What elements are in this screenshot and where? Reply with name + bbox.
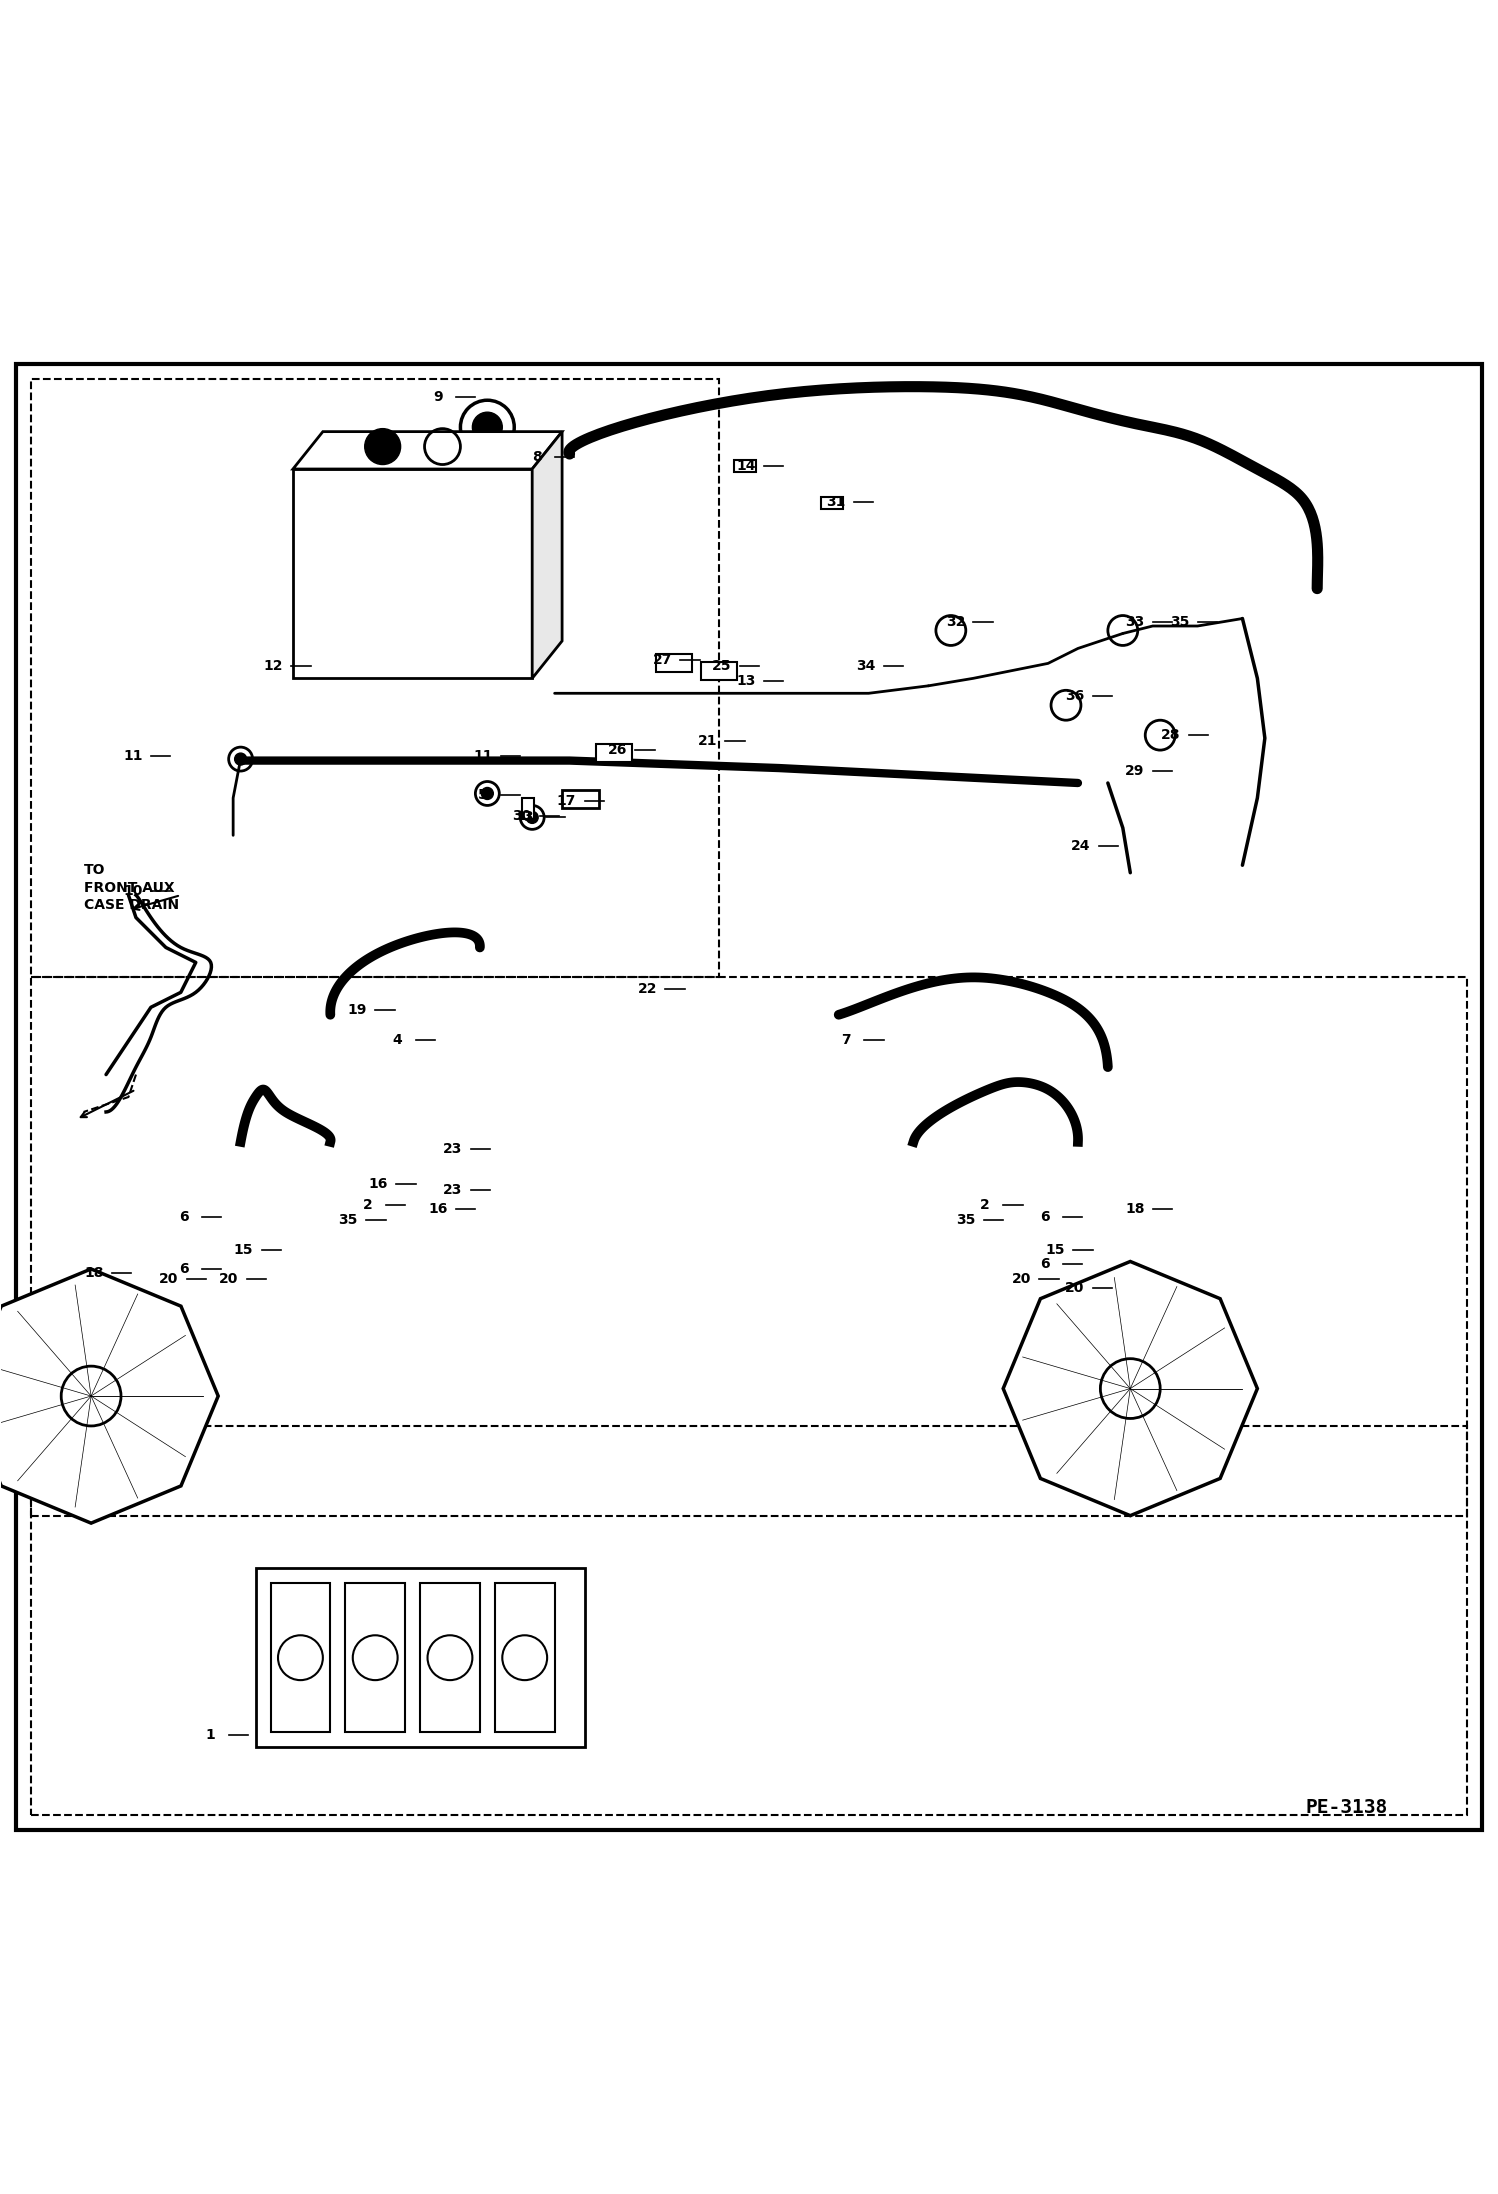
Text: 13: 13	[737, 674, 755, 689]
Text: 20: 20	[1065, 1281, 1085, 1294]
Bar	[701, 663, 737, 680]
Text: 2: 2	[980, 1198, 990, 1211]
Circle shape	[235, 753, 247, 766]
Text: 6: 6	[178, 1209, 189, 1224]
Bar	[596, 744, 632, 761]
Bar	[271, 1582, 331, 1733]
Text: 20: 20	[159, 1273, 178, 1286]
Text: TO
FRONT AUX
CASE DRAIN: TO FRONT AUX CASE DRAIN	[84, 864, 178, 913]
Text: 20: 20	[1011, 1273, 1031, 1286]
Bar	[31, 380, 719, 976]
Text: 8: 8	[532, 450, 542, 465]
Text: 20: 20	[219, 1273, 238, 1286]
Bar	[656, 654, 692, 671]
Text: 2: 2	[363, 1198, 373, 1211]
Text: 11: 11	[123, 748, 142, 764]
Bar	[31, 976, 1467, 1516]
Text: 35: 35	[956, 1213, 975, 1226]
FancyBboxPatch shape	[294, 470, 532, 678]
Bar	[494, 1582, 554, 1733]
Text: 35: 35	[339, 1213, 358, 1226]
Text: 7: 7	[842, 1033, 851, 1047]
Text: 11: 11	[473, 748, 493, 764]
Circle shape	[481, 788, 493, 799]
Text: 32: 32	[945, 614, 965, 627]
Text: 9: 9	[433, 391, 443, 404]
Text: 5: 5	[478, 788, 488, 803]
Text: 36: 36	[1065, 689, 1085, 704]
Text: 6: 6	[1040, 1209, 1050, 1224]
Bar	[31, 1426, 1467, 1814]
Circle shape	[364, 428, 400, 465]
Text: PE-3138: PE-3138	[1306, 1797, 1389, 1817]
Text: 15: 15	[234, 1242, 253, 1257]
Text: 3: 3	[523, 810, 532, 825]
Text: 4: 4	[392, 1033, 403, 1047]
Text: 6: 6	[1040, 1257, 1050, 1273]
Text: 29: 29	[1125, 764, 1144, 779]
Text: 33: 33	[1125, 614, 1144, 627]
Polygon shape	[0, 1268, 219, 1523]
Text: 27: 27	[653, 654, 673, 667]
Text: 10: 10	[123, 884, 142, 897]
Text: 18: 18	[84, 1266, 103, 1281]
Text: 26: 26	[608, 744, 628, 757]
Text: 15: 15	[1046, 1242, 1065, 1257]
Text: 18: 18	[1125, 1202, 1144, 1215]
Circle shape	[526, 812, 538, 823]
Text: 23: 23	[443, 1183, 463, 1196]
Text: 24: 24	[1071, 838, 1091, 853]
Bar	[521, 799, 533, 818]
Text: 30: 30	[512, 810, 532, 823]
Text: 23: 23	[443, 1143, 463, 1156]
Circle shape	[472, 412, 502, 443]
Text: 19: 19	[348, 1003, 367, 1018]
Text: 14: 14	[736, 459, 756, 474]
Bar	[346, 1582, 404, 1733]
Polygon shape	[294, 432, 562, 470]
Bar	[419, 1582, 479, 1733]
Text: 34: 34	[855, 660, 875, 674]
Polygon shape	[532, 432, 562, 678]
Text: 6: 6	[178, 1262, 189, 1277]
Bar	[821, 498, 843, 509]
Text: 22: 22	[638, 983, 658, 996]
Text: 28: 28	[1161, 728, 1180, 742]
Text: 16: 16	[369, 1176, 388, 1191]
Polygon shape	[1004, 1262, 1257, 1516]
Bar	[562, 790, 599, 807]
Text: 1: 1	[205, 1729, 216, 1742]
Text: 31: 31	[825, 496, 845, 509]
Text: 21: 21	[698, 735, 718, 748]
Bar	[734, 461, 756, 472]
Text: 17: 17	[557, 794, 577, 807]
Text: 16: 16	[428, 1202, 448, 1215]
Text: 35: 35	[1170, 614, 1189, 627]
Text: 25: 25	[713, 660, 733, 674]
Bar	[256, 1569, 584, 1746]
Text: 12: 12	[264, 660, 283, 674]
